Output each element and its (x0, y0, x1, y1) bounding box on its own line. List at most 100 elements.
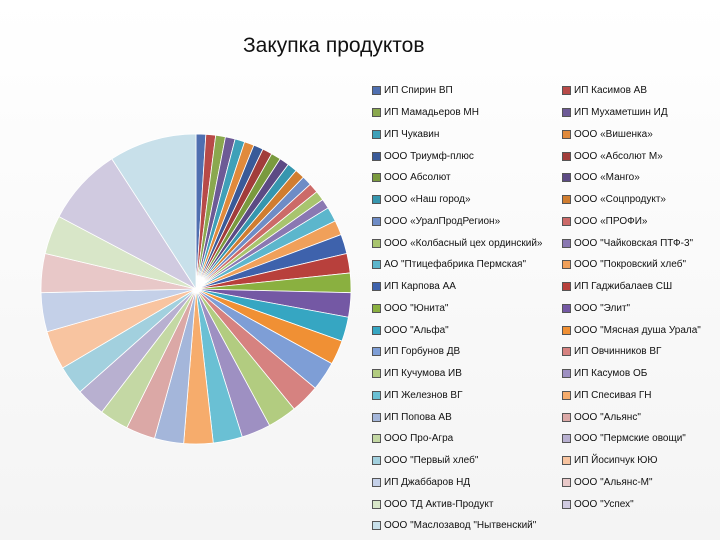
legend-label: ООО Абсолют (384, 172, 451, 184)
legend-label: ИП Гаджибалаев СШ (574, 281, 673, 293)
legend-swatch (562, 86, 571, 96)
legend-item: ИП Попова АВ (372, 406, 562, 428)
legend-item: ИП Овчинников ВГ (562, 341, 712, 363)
legend-label: ООО "Успех" (574, 498, 634, 510)
legend-swatch (372, 108, 381, 118)
legend-swatch (372, 216, 381, 226)
legend-label: ООО "Юнита" (384, 302, 449, 314)
legend-label: ООО «ПРОФИ» (574, 215, 648, 227)
legend-item: ИП Йосипчук ЮЮ (562, 450, 712, 472)
legend-item: ООО "Альянс-М" (562, 472, 712, 494)
legend-label: ООО "Альянс" (574, 411, 641, 423)
legend-item: ООО "Чайковская ПТФ-3" (562, 232, 712, 254)
legend-item: ООО "Покровский хлеб" (562, 254, 712, 276)
legend-label: ООО «Манго» (574, 172, 640, 184)
pie-slice (111, 133, 197, 291)
legend-label: ООО «Соцпродукт» (574, 194, 666, 206)
legend-item: ООО "Первый хлеб" (372, 450, 562, 472)
legend-swatch (372, 238, 381, 248)
legend-item: АО "Птицефабрика Пермская" (372, 254, 562, 276)
legend-swatch (562, 216, 571, 226)
legend-label: ООО «Абсолют М» (574, 150, 663, 162)
legend-label: ИП Кучумова ИВ (384, 368, 462, 380)
legend-swatch (562, 456, 571, 466)
legend-label: ООО Триумф-плюс (384, 150, 474, 162)
legend-swatch (372, 260, 381, 270)
legend-item: ООО Про-Агра (372, 428, 562, 450)
legend-swatch (372, 456, 381, 466)
legend-label: ООО "Элит" (574, 302, 631, 314)
legend-item: ИП Касумов ОБ (562, 363, 712, 385)
legend-swatch (372, 129, 381, 139)
legend-label: ООО «Вишенка» (574, 128, 653, 140)
legend-item: ИП Джаббаров НД (372, 472, 562, 494)
legend-item: ООО "Элит" (562, 298, 712, 320)
legend-item: ООО «Манго» (562, 167, 712, 189)
legend-label: ООО "Альфа" (384, 324, 449, 336)
legend-label: ИП Спирин ВП (384, 85, 453, 97)
legend-label: ООО ТД Актив-Продукт (384, 498, 494, 510)
legend-label: ООО "Покровский хлеб" (574, 259, 686, 271)
legend-label: ИП Мамадьеров МН (384, 107, 479, 119)
legend-item: ООО «Наш город» (372, 189, 562, 211)
legend-label: АО "Птицефабрика Пермская" (384, 259, 526, 271)
legend-swatch (562, 303, 571, 313)
legend-swatch (562, 347, 571, 357)
legend-item: ООО «Соцпродукт» (562, 189, 712, 211)
legend-item: ООО "Успех" (562, 493, 712, 515)
legend-item: ООО «Абсолют М» (562, 145, 712, 167)
legend-item: ИП Мухаметшин ИД (562, 102, 712, 124)
legend-item: ООО "Альфа" (372, 319, 562, 341)
legend-label: ИП Джаббаров НД (384, 476, 471, 488)
legend-swatch (372, 173, 381, 183)
legend-swatch (562, 390, 571, 400)
legend-swatch (372, 195, 381, 205)
legend-label: ИП Попова АВ (384, 411, 452, 423)
legend-swatch (372, 303, 381, 313)
legend-item: ООО «ПРОФИ» (562, 211, 712, 233)
legend-item: ИП Мамадьеров МН (372, 102, 562, 124)
legend-swatch (562, 260, 571, 270)
legend-swatch (372, 151, 381, 161)
legend-swatch (562, 499, 571, 509)
legend-swatch (372, 412, 381, 422)
legend-label: ООО Про-Агра (384, 433, 454, 445)
legend-item: ИП Чукавин (372, 124, 562, 146)
legend-swatch (562, 369, 571, 379)
legend-item: ООО "Юнита" (372, 298, 562, 320)
legend-item: ООО «Вишенка» (562, 124, 712, 146)
legend-label: ИП Горбунов ДВ (384, 346, 461, 358)
legend-item: ООО "Пермские овощи" (562, 428, 712, 450)
legend-label: ИП Мухаметшин ИД (574, 107, 668, 119)
legend-item: ООО «УралПродРегион» (372, 211, 562, 233)
legend-item: ИП Горбунов ДВ (372, 341, 562, 363)
legend-swatch (562, 238, 571, 248)
legend-swatch (562, 151, 571, 161)
legend-item: ИП Касимов АВ (562, 80, 712, 102)
legend-item: ИП Карпова АА (372, 276, 562, 298)
legend-label: ИП Йосипчук ЮЮ (574, 455, 658, 467)
legend-swatch (372, 369, 381, 379)
legend-swatch (562, 282, 571, 292)
legend-swatch (562, 477, 571, 487)
legend-label: ООО "Первый хлеб" (384, 455, 479, 467)
legend-label: ООО "Альянс-М" (574, 476, 653, 488)
legend-label: ИП Касумов ОБ (574, 368, 648, 380)
legend-swatch (562, 173, 571, 183)
legend-swatch (372, 347, 381, 357)
chart-title: Закупка продуктов (243, 34, 425, 57)
legend-swatch (562, 325, 571, 335)
legend-label: ООО "Пермские овощи" (574, 433, 686, 445)
legend-item: ООО ТД Актив-Продукт (372, 493, 562, 515)
legend-swatch (372, 434, 381, 444)
legend-label: ИП Чукавин (384, 128, 440, 140)
legend-label: ИП Железнов ВГ (384, 389, 463, 401)
legend-label: ООО «УралПродРегион» (384, 215, 501, 227)
legend-item: ИП Спесивая ГН (562, 385, 712, 407)
legend-item: ООО "Альянс" (562, 406, 712, 428)
legend-label: ООО «Колбасный цех ординский» (384, 237, 543, 249)
legend-label: ИП Овчинников ВГ (574, 346, 662, 358)
legend-item: ИП Железнов ВГ (372, 385, 562, 407)
legend-item: ООО Триумф-плюс (372, 145, 562, 167)
